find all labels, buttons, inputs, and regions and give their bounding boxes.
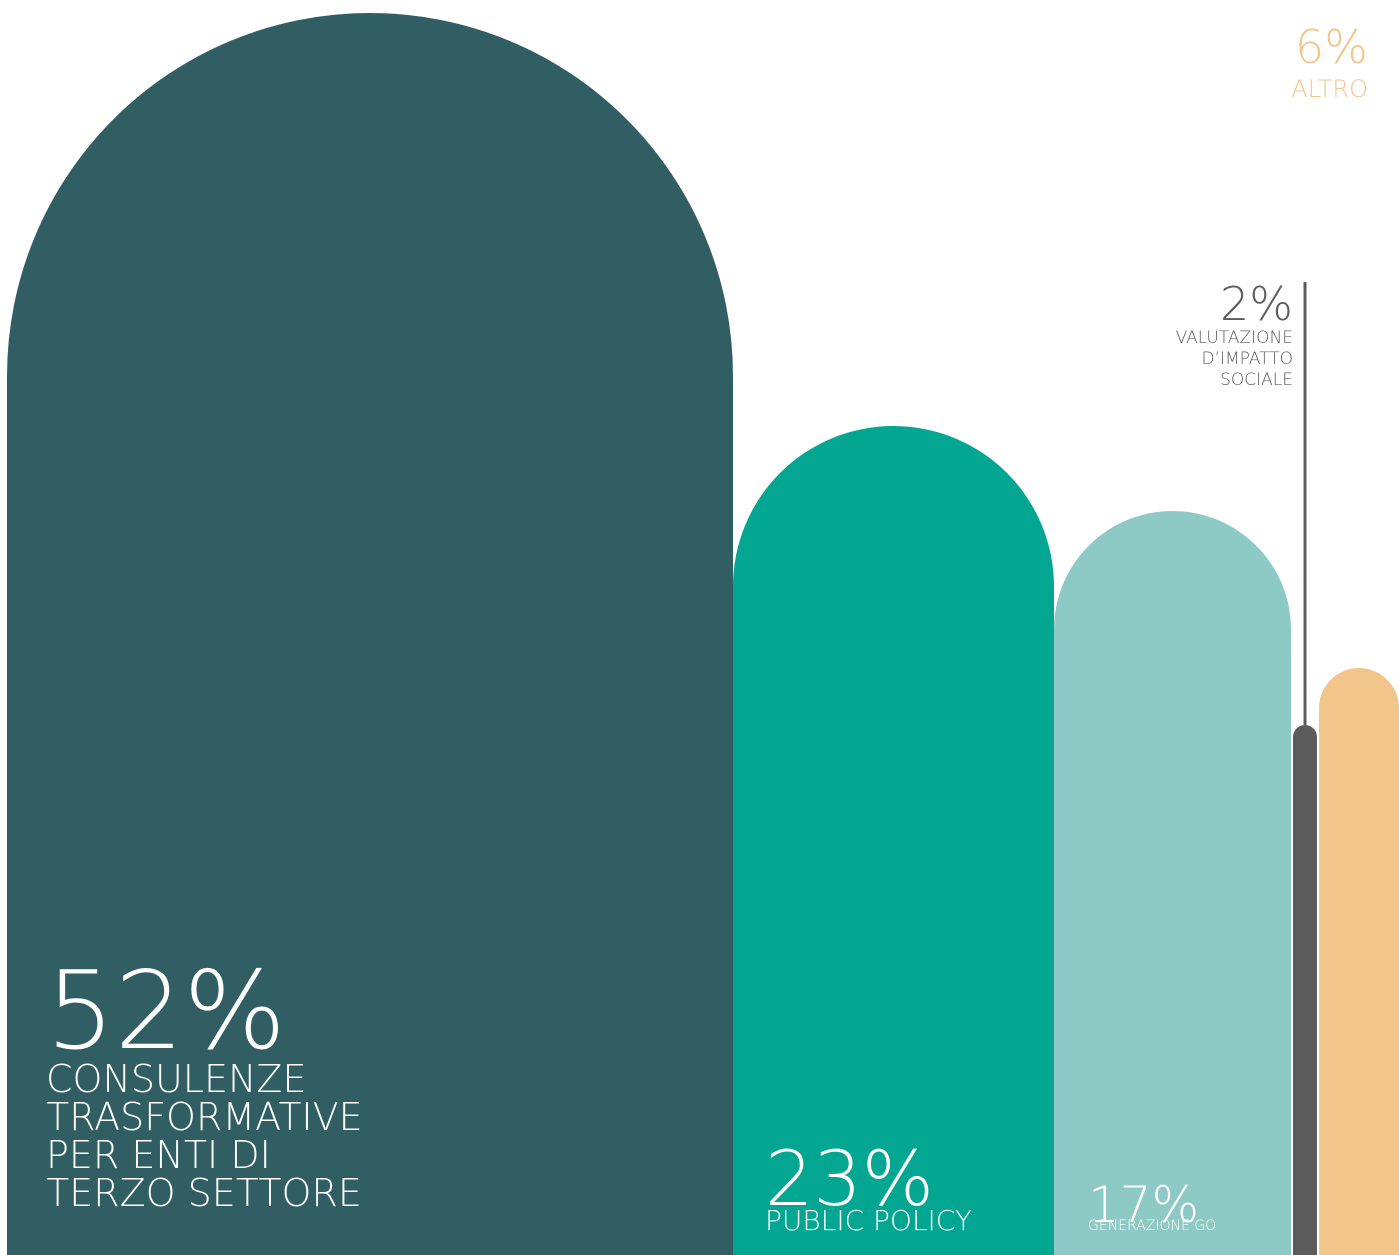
bar-public-policy bbox=[733, 426, 1054, 1255]
value-label-public-policy: 23% bbox=[765, 1134, 934, 1223]
category-label-generazione-go-line-1: GENERAZIONE GO bbox=[1088, 1218, 1216, 1234]
category-label-valutazione-d-impatto-sociale-line-1: VALUTAZIONE bbox=[1176, 328, 1293, 348]
category-label-altro-line-1: ALTRO bbox=[1291, 75, 1368, 103]
bar-consulenze-trasformative-per-enti-di-terzo-settore bbox=[7, 13, 733, 1255]
category-label-valutazione-d-impatto-sociale-line-2: D’IMPATTO bbox=[1202, 349, 1294, 369]
value-label-altro: 6% bbox=[1295, 20, 1368, 74]
bar-valutazione-d-impatto-sociale bbox=[1293, 725, 1317, 1255]
bar-altro bbox=[1319, 668, 1399, 1255]
bars-group bbox=[7, 13, 1399, 1255]
category-label-valutazione-d-impatto-sociale-line-3: SOCIALE bbox=[1220, 370, 1293, 390]
value-label-valutazione-d-impatto-sociale: 2% bbox=[1220, 277, 1293, 331]
bar-generazione-go bbox=[1054, 510, 1291, 1255]
value-label-generazione-go: 17% bbox=[1088, 1176, 1199, 1234]
category-label-consulenze-trasformative-per-enti-di-terzo-settore-line-1: CONSULENZE bbox=[46, 1057, 306, 1101]
category-label-consulenze-trasformative-per-enti-di-terzo-settore-line-4: TERZO SETTORE bbox=[46, 1171, 362, 1215]
value-label-consulenze-trasformative-per-enti-di-terzo-settore: 52% bbox=[46, 949, 286, 1074]
category-label-consulenze-trasformative-per-enti-di-terzo-settore-line-3: PER ENTI DI bbox=[46, 1133, 271, 1177]
category-label-consulenze-trasformative-per-enti-di-terzo-settore-line-2: TRASFORMATIVE bbox=[46, 1095, 363, 1139]
category-label-public-policy-line-1: PUBLIC POLICY bbox=[765, 1204, 972, 1237]
